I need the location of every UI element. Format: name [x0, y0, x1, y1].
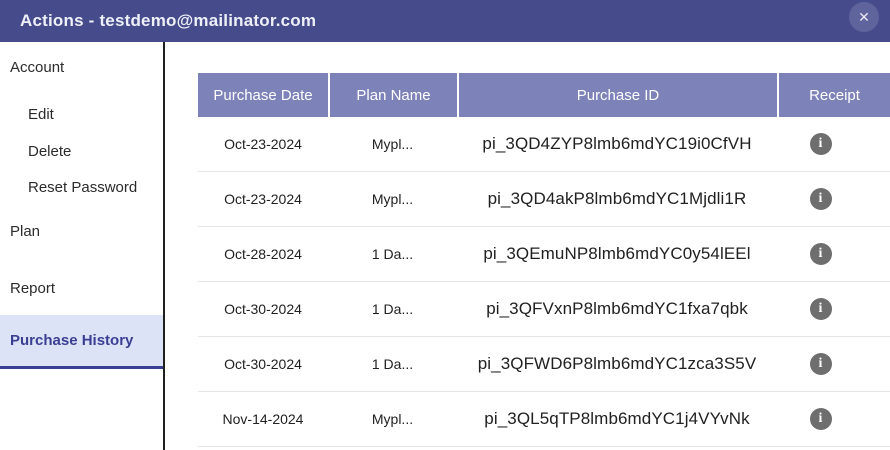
sidebar-item-label: Purchase History	[10, 332, 134, 349]
info-icon: i	[818, 191, 823, 206]
column-header-receipt: Receipt	[777, 73, 890, 117]
table-row: Oct-23-2024 Mypl... pi_3QD4ZYP8lmb6mdYC1…	[198, 117, 890, 172]
receipt-info-button[interactable]: i	[809, 408, 832, 430]
sidebar-item-purchase-history[interactable]: Purchase History	[0, 315, 163, 369]
table-row: Nov-14-2024 Mypl... pi_3QL5qTP8lmb6mdYC1…	[198, 392, 890, 447]
receipt-cell: i	[777, 188, 890, 210]
receipt-info-button[interactable]: i	[809, 243, 832, 265]
modal-title: Actions - testdemo@mailinator.com	[20, 11, 317, 30]
table-row: Oct-28-2024 1 Da... pi_3QEmuNP8lmb6mdYC0…	[198, 227, 890, 282]
sidebar-item-delete[interactable]: Delete	[0, 140, 163, 162]
column-header-purchase-id: Purchase ID	[457, 73, 777, 117]
receipt-cell: i	[777, 298, 890, 320]
sidebar-item-label: Plan	[10, 222, 41, 240]
column-header-plan-name: Plan Name	[328, 73, 457, 117]
purchase-date-cell: Nov-14-2024	[222, 411, 304, 427]
info-icon: i	[818, 136, 823, 151]
receipt-cell: i	[777, 408, 890, 430]
sidebar-item-label: Account	[10, 58, 65, 76]
plan-name-cell: 1 Da...	[371, 246, 414, 262]
plan-name-cell: Mypl...	[371, 411, 414, 427]
modal-titlebar: Actions - testdemo@mailinator.com ✕	[0, 0, 890, 42]
info-icon: i	[818, 356, 823, 371]
purchase-id-cell: pi_3QD4ZYP8lmb6mdYC19i0CfVH	[482, 134, 752, 153]
purchase-id-cell: pi_3QL5qTP8lmb6mdYC1j4VYvNk	[484, 409, 750, 428]
receipt-info-button[interactable]: i	[809, 188, 832, 210]
sidebar-item-label: Delete	[28, 142, 72, 160]
plan-name-cell: Mypl...	[371, 136, 414, 152]
sidebar-item-reset-password[interactable]: Reset Password	[0, 176, 163, 198]
receipt-info-button[interactable]: i	[809, 353, 832, 375]
receipt-info-button[interactable]: i	[809, 133, 832, 155]
receipt-cell: i	[777, 133, 890, 155]
info-icon: i	[818, 301, 823, 316]
table-row: Oct-30-2024 1 Da... pi_3QFVxnP8lmb6mdYC1…	[198, 282, 890, 337]
sidebar-item-label: Reset Password	[28, 178, 138, 196]
info-icon: i	[818, 411, 823, 426]
sidebar-item-account[interactable]: Account	[0, 56, 163, 78]
receipt-cell: i	[777, 243, 890, 265]
sidebar-item-report[interactable]: Report	[0, 277, 163, 299]
purchase-id-cell: pi_3QEmuNP8lmb6mdYC0y54lEEl	[483, 244, 751, 263]
plan-name-cell: Mypl...	[371, 191, 414, 207]
sidebar-item-plan[interactable]: Plan	[0, 220, 163, 242]
purchase-date-cell: Oct-23-2024	[224, 191, 302, 207]
sidebar-item-label: Report	[10, 279, 56, 297]
sidebar-item-label: Edit	[28, 105, 54, 123]
receipt-cell: i	[777, 353, 890, 375]
purchase-date-cell: Oct-30-2024	[224, 356, 302, 372]
info-icon: i	[818, 246, 823, 261]
purchase-id-cell: pi_3QFVxnP8lmb6mdYC1fxa7qbk	[486, 299, 748, 318]
sidebar: Account Edit Delete Reset Password Plan …	[0, 42, 165, 450]
sidebar-item-edit[interactable]: Edit	[0, 103, 163, 125]
table-row: Oct-23-2024 Mypl... pi_3QD4akP8lmb6mdYC1…	[198, 172, 890, 227]
plan-name-cell: 1 Da...	[371, 301, 414, 317]
purchase-date-cell: Oct-28-2024	[224, 246, 302, 262]
table-header-row: Purchase Date Plan Name Purchase ID Rece…	[198, 73, 890, 117]
close-button[interactable]: ✕	[849, 2, 879, 32]
purchase-history-table: Purchase Date Plan Name Purchase ID Rece…	[198, 73, 890, 447]
purchase-date-cell: Oct-30-2024	[224, 301, 302, 317]
table-row: Oct-30-2024 1 Da... pi_3QFWD6P8lmb6mdYC1…	[198, 337, 890, 392]
purchase-id-cell: pi_3QD4akP8lmb6mdYC1Mjdli1R	[487, 189, 747, 208]
purchase-date-cell: Oct-23-2024	[224, 136, 302, 152]
purchase-id-cell: pi_3QFWD6P8lmb6mdYC1zca3S5V	[477, 354, 757, 373]
column-header-purchase-date: Purchase Date	[213, 86, 313, 104]
receipt-info-button[interactable]: i	[809, 298, 832, 320]
close-icon: ✕	[858, 9, 870, 25]
plan-name-cell: 1 Da...	[371, 356, 414, 372]
